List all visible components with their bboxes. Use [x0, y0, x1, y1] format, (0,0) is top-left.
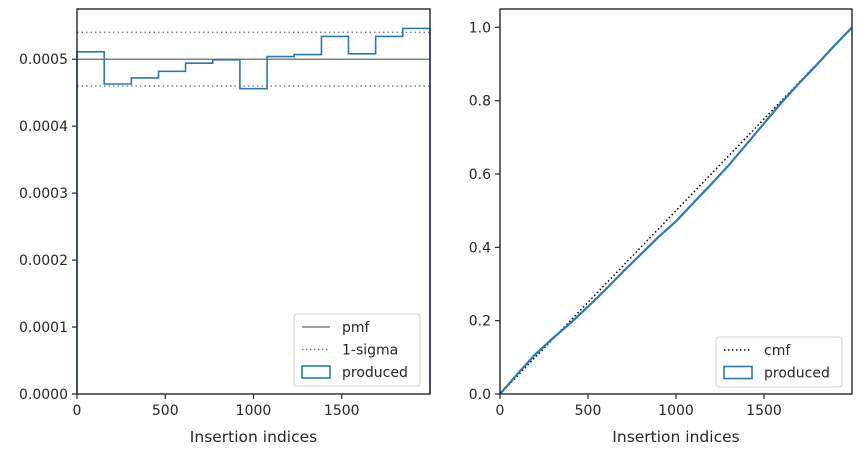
y-tick-label: 0.0001	[19, 320, 68, 336]
legend-label-cmf: cmf	[764, 343, 791, 359]
y-tick-label: 0.0	[469, 387, 491, 403]
y-tick-label: 0.0002	[19, 253, 68, 269]
x-tick-label: 1500	[746, 403, 782, 419]
y-tick-label: 0.0004	[19, 119, 68, 135]
x-tick-label: 500	[152, 403, 179, 419]
y-tick-label: 0.0003	[19, 186, 68, 202]
legend: pmf 1-sigma produced	[293, 313, 421, 387]
legend-label-1-sigma: 1-sigma	[342, 343, 398, 359]
x-tick-label: 0	[73, 403, 82, 419]
y-tick-label: 0.0005	[19, 52, 68, 68]
legend-handle-produced	[723, 365, 753, 380]
series-produced-histogram	[76, 27, 431, 394]
legend-frame	[715, 336, 843, 388]
x-tick-label: 1000	[236, 403, 272, 419]
series-produced-line	[499, 26, 853, 395]
x-tick-label: 1500	[324, 403, 360, 419]
right-cmf-chart: 0 500 1000 1500 0.0 0.2 0.4 0.6 0.8 1.0 Insertion …	[469, 8, 853, 446]
legend-frame	[293, 313, 421, 387]
x-tick-label: 1000	[658, 403, 694, 419]
legend: cmf produced	[715, 336, 843, 388]
y-tick-label: 0.0000	[19, 387, 68, 403]
legend-label-produced: produced	[764, 366, 830, 382]
y-tick-label: 0.8	[469, 94, 491, 110]
legend-handle-produced	[301, 365, 331, 379]
y-tick-label: 0.6	[469, 167, 491, 183]
left-pmf-chart: 0 500 1000 1500 0.0000 0.0001 0.0002 0.0003 0.00…	[19, 8, 431, 446]
x-tick-label: 500	[575, 403, 602, 419]
x-axis-label: Insertion indices	[190, 428, 317, 446]
y-tick-label: 1.0	[469, 20, 491, 36]
y-tick-label: 0.2	[469, 314, 491, 330]
legend-label-produced: produced	[342, 365, 408, 381]
x-tick-label: 0	[496, 403, 505, 419]
legend-label-pmf: pmf	[342, 320, 371, 336]
axes-frame	[499, 8, 853, 395]
y-tick-label: 0.4	[469, 240, 491, 256]
x-axis-label: Insertion indices	[612, 428, 739, 446]
